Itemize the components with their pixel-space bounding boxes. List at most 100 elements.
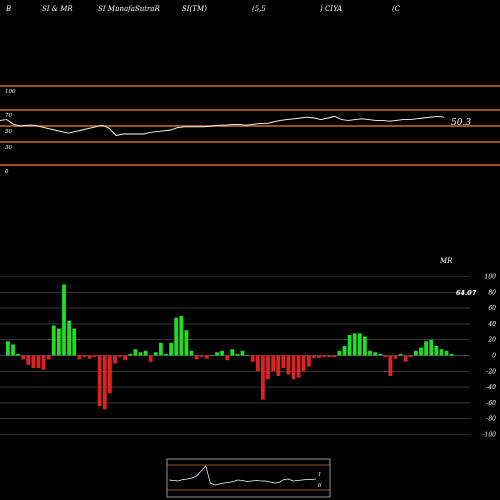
mrsi-bar (210, 355, 214, 357)
mrsi-bar (189, 350, 194, 356)
mrsi-tick-label: 0 (492, 353, 496, 360)
mrsi-tick-label: 100 (485, 274, 497, 281)
mrsi-bar (41, 355, 46, 370)
mrsi-bar (255, 355, 260, 372)
rsi-panel: 100 70 50 30 0 50.3 (0, 85, 500, 175)
header-label-3: SI(TM) (182, 5, 207, 13)
mrsi-bar (408, 355, 413, 358)
mrsi-bar (57, 328, 61, 356)
mrsi-bar (46, 355, 51, 360)
mrsi-bar (240, 350, 245, 356)
mrsi-tick-label: 60 (488, 305, 496, 312)
mrsi-bar (87, 355, 92, 359)
mrsi-bar (342, 346, 347, 356)
chart-header: B SI & MR SI MunafaSutraR SI(TM) (5,5 ) … (5, 5, 401, 13)
rsi-tick-30: 30 (5, 145, 12, 151)
mrsi-bar (419, 347, 423, 356)
mrsi-bar (276, 355, 281, 376)
rsi-y-axis: 100 70 50 30 0 (5, 89, 16, 175)
mrsi-bar (220, 350, 224, 356)
mrsi-bar (352, 333, 357, 356)
mrsi-tick-label: -100 (483, 432, 497, 439)
mrsi-bar (199, 355, 204, 358)
mrsi-bar (403, 355, 408, 362)
mrsi-tick-label: 40 (487, 321, 496, 328)
mrsi-bar (388, 355, 393, 376)
mrsi-bar (322, 355, 326, 358)
mrsi-bar (306, 355, 311, 367)
mrsi-bar (332, 355, 337, 358)
mrsi-bar (133, 349, 138, 356)
mrsi-bar (291, 355, 296, 380)
rsi-tick-100: 100 (5, 89, 16, 95)
mrsi-title: MR (439, 257, 453, 265)
mrsi-bar (301, 355, 306, 372)
mrsi-bar (51, 325, 56, 356)
rsi-tick-70: 70 (5, 113, 12, 119)
header-label-6: (C (392, 5, 401, 13)
rsi-tick-0: 0 (5, 169, 9, 175)
mrsi-bar (16, 353, 20, 356)
mrsi-bar (357, 333, 362, 356)
mrsi-bar (184, 330, 189, 356)
mrsi-bar (97, 355, 102, 407)
mrsi-bar (118, 355, 122, 358)
mrsi-bar (123, 355, 128, 361)
mrsi-bar (250, 355, 255, 362)
mrsi-bar (286, 355, 291, 375)
mrsi-bar (378, 353, 383, 356)
mrsi-value-label-b: 61.91 (456, 289, 476, 297)
mrsi-panel: MR 100 80 60 40 20 0 -20 -40 -60 -80 -100 64.07 61… (0, 257, 496, 439)
mrsi-bar (235, 353, 240, 356)
mrsi-bar (148, 355, 153, 362)
mrsi-bar (317, 355, 321, 358)
mrsi-bar (138, 352, 143, 356)
mrsi-bar (179, 316, 184, 356)
mrsi-bar (429, 339, 434, 356)
mrsi-bar (414, 350, 418, 356)
mrsi-bar (312, 355, 316, 358)
rsi-bands (0, 85, 500, 166)
mrsi-bar (102, 355, 107, 410)
navigator[interactable]: 1 6 (166, 458, 331, 498)
mrsi-bar (92, 355, 97, 358)
header-label-2: SI MunafaSutraR (98, 5, 161, 13)
mrsi-bar (128, 353, 133, 356)
mrsi-bar (281, 355, 286, 369)
mrsi-bar (373, 352, 377, 356)
mrsi-bar (215, 352, 219, 356)
mrsi-tick-label: -60 (486, 400, 496, 407)
header-label-5: ) CIYA (319, 5, 342, 13)
header-label-1: SI & MR (42, 5, 73, 13)
mrsi-bar (6, 341, 10, 356)
mrsi-bar (21, 355, 26, 360)
mrsi-bar (159, 342, 163, 356)
mrsi-tick-label: 20 (487, 337, 496, 344)
mrsi-bar (108, 355, 112, 394)
mrsi-bar (11, 344, 15, 356)
mrsi-bar (36, 355, 41, 369)
mrsi-bar (444, 350, 449, 356)
mrsi-bar (72, 328, 77, 356)
mrsi-bar (77, 355, 82, 360)
mrsi-tick-label: -80 (486, 416, 496, 423)
mrsi-bar (296, 355, 301, 378)
mrsi-bar (398, 353, 403, 356)
mrsi-bar (113, 355, 117, 364)
mrsi-tick-label: -40 (486, 384, 496, 391)
mrsi-bar (424, 341, 428, 356)
mrsi-bar (82, 355, 87, 358)
mrsi-bar (347, 335, 352, 356)
rsi-line (0, 115, 445, 137)
mrsi-bar (363, 336, 367, 356)
mrsi-tick-label: 80 (488, 289, 496, 296)
mrsi-bar (230, 349, 235, 356)
mrsi-bar (26, 355, 31, 365)
header-label-0: B (5, 5, 11, 13)
mrsi-bar (439, 349, 444, 356)
mrsi-bar (271, 355, 275, 372)
mrsi-bar (174, 317, 179, 356)
mrsi-value-label-a: 64.07 (456, 289, 477, 297)
mrsi-bar (337, 350, 342, 356)
